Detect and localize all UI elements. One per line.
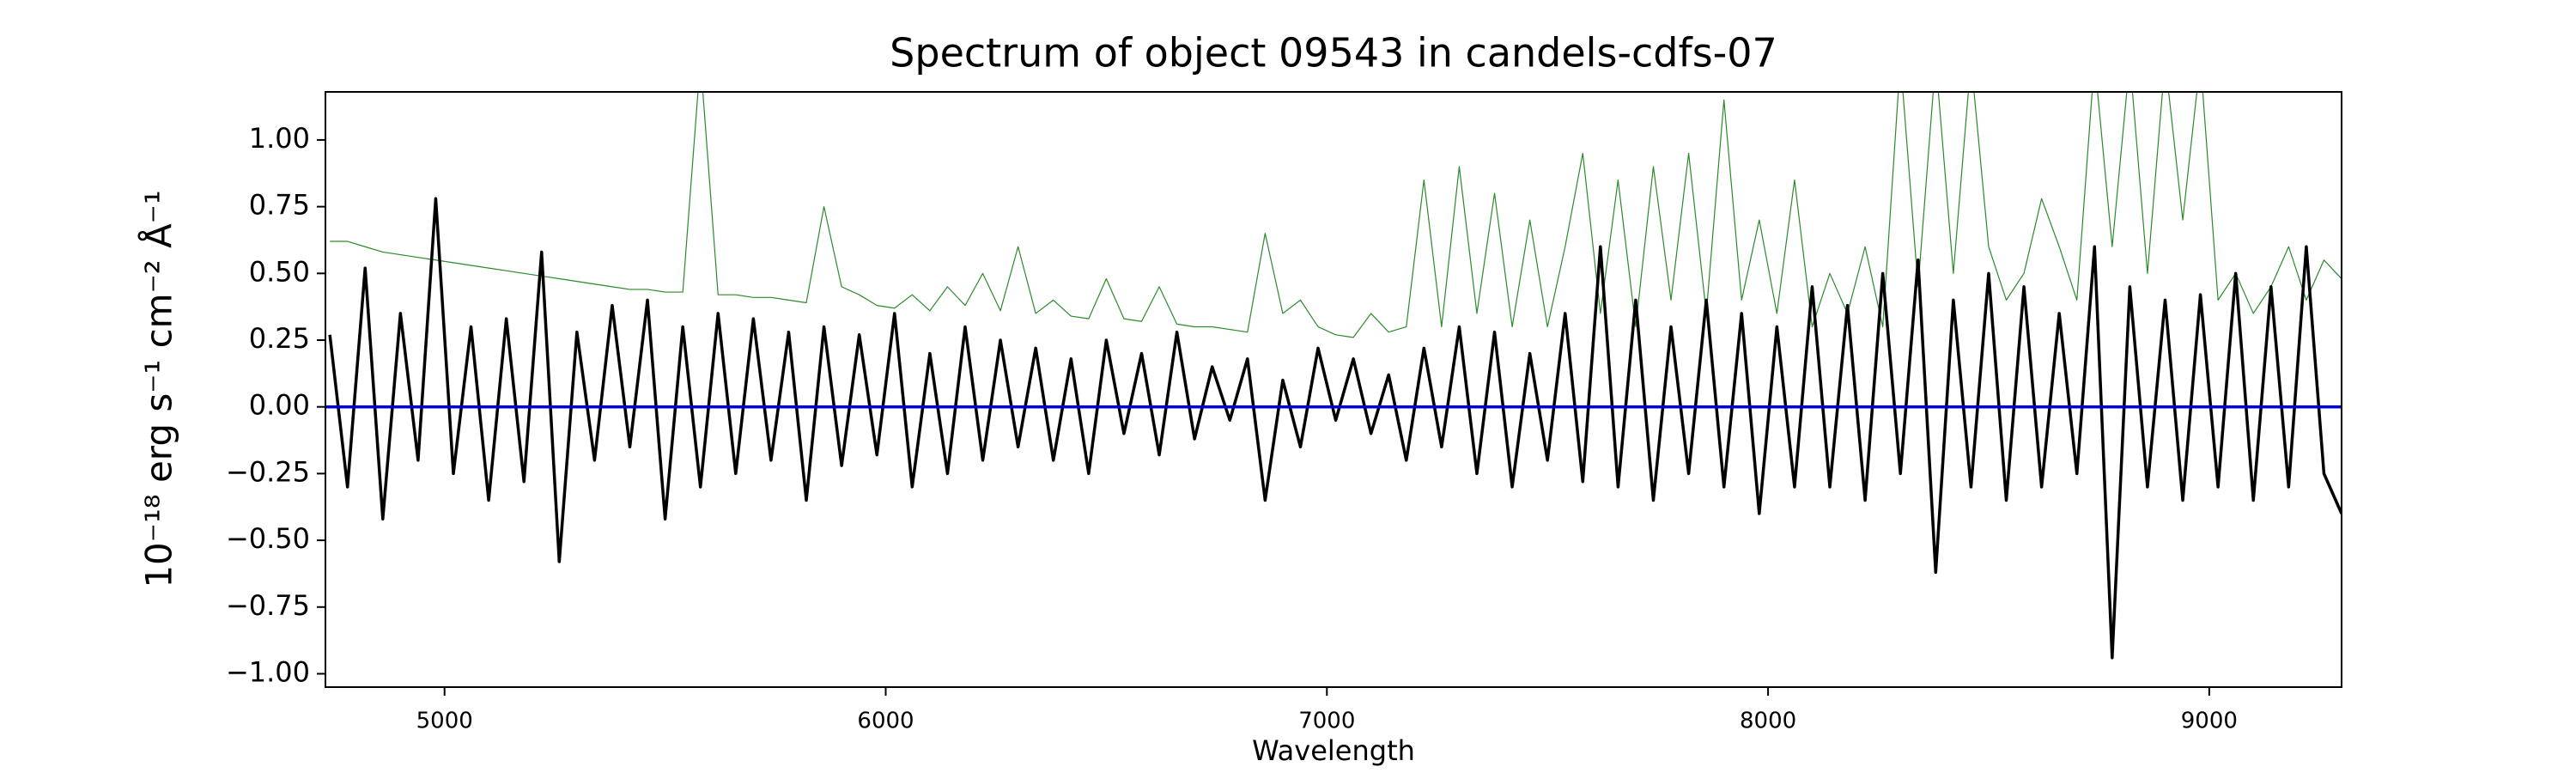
x-tick-label: 9000 <box>2181 709 2238 734</box>
chart-title: Spectrum of object 09543 in candels-cdfs… <box>890 30 1777 76</box>
y-tick-label: −0.25 <box>226 455 310 488</box>
y-axis-label: 10⁻¹⁸ erg s⁻¹ cm⁻² Å⁻¹ <box>137 190 180 587</box>
y-tick-label: −0.50 <box>226 522 310 555</box>
axes-frame <box>325 91 2342 688</box>
x-tick-label: 6000 <box>857 709 914 734</box>
x-tick-label: 7000 <box>1298 709 1355 734</box>
y-tick-label: 0.50 <box>249 255 310 288</box>
y-tick-label: 0.75 <box>249 189 310 222</box>
x-tick-label: 5000 <box>416 709 473 734</box>
spectrum-line <box>328 197 2342 660</box>
x-tick-label: 8000 <box>1740 709 1796 734</box>
y-tick-label: −0.75 <box>226 589 310 622</box>
y-tick-label: 0.25 <box>249 322 310 355</box>
spectrum-line <box>330 92 2342 338</box>
y-tick-label: 1.00 <box>249 122 310 155</box>
y-tick-label: −1.00 <box>226 655 310 688</box>
y-tick-label: 0.00 <box>249 389 310 422</box>
x-axis-label: Wavelength <box>1252 734 1415 767</box>
plot-area <box>325 92 2342 660</box>
